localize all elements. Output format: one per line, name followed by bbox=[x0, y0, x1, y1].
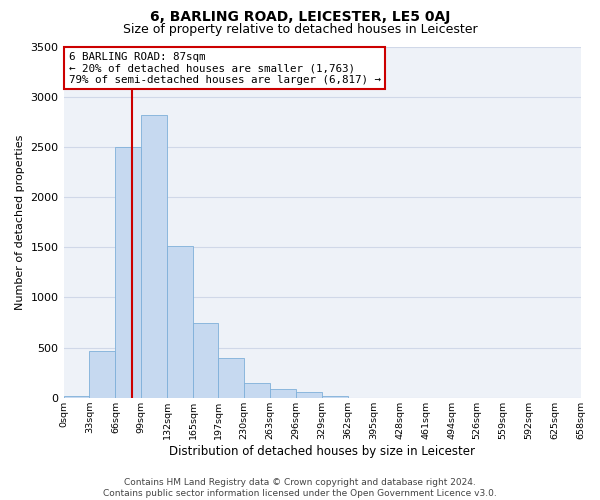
Y-axis label: Number of detached properties: Number of detached properties bbox=[15, 134, 25, 310]
Bar bbox=[89, 350, 115, 398]
Bar bbox=[270, 389, 296, 398]
Bar bbox=[142, 115, 167, 398]
Text: Contains HM Land Registry data © Crown copyright and database right 2024.
Contai: Contains HM Land Registry data © Crown c… bbox=[103, 478, 497, 498]
Text: 6, BARLING ROAD, LEICESTER, LE5 0AJ: 6, BARLING ROAD, LEICESTER, LE5 0AJ bbox=[150, 10, 450, 24]
Bar bbox=[115, 147, 142, 398]
Text: Size of property relative to detached houses in Leicester: Size of property relative to detached ho… bbox=[122, 22, 478, 36]
Bar bbox=[64, 396, 89, 398]
Bar bbox=[218, 358, 244, 398]
Bar bbox=[167, 246, 193, 398]
Bar bbox=[244, 383, 270, 398]
Text: 6 BARLING ROAD: 87sqm
← 20% of detached houses are smaller (1,763)
79% of semi-d: 6 BARLING ROAD: 87sqm ← 20% of detached … bbox=[69, 52, 381, 85]
Bar bbox=[322, 396, 348, 398]
X-axis label: Distribution of detached houses by size in Leicester: Distribution of detached houses by size … bbox=[169, 444, 475, 458]
Bar bbox=[193, 323, 218, 398]
Bar bbox=[296, 392, 322, 398]
